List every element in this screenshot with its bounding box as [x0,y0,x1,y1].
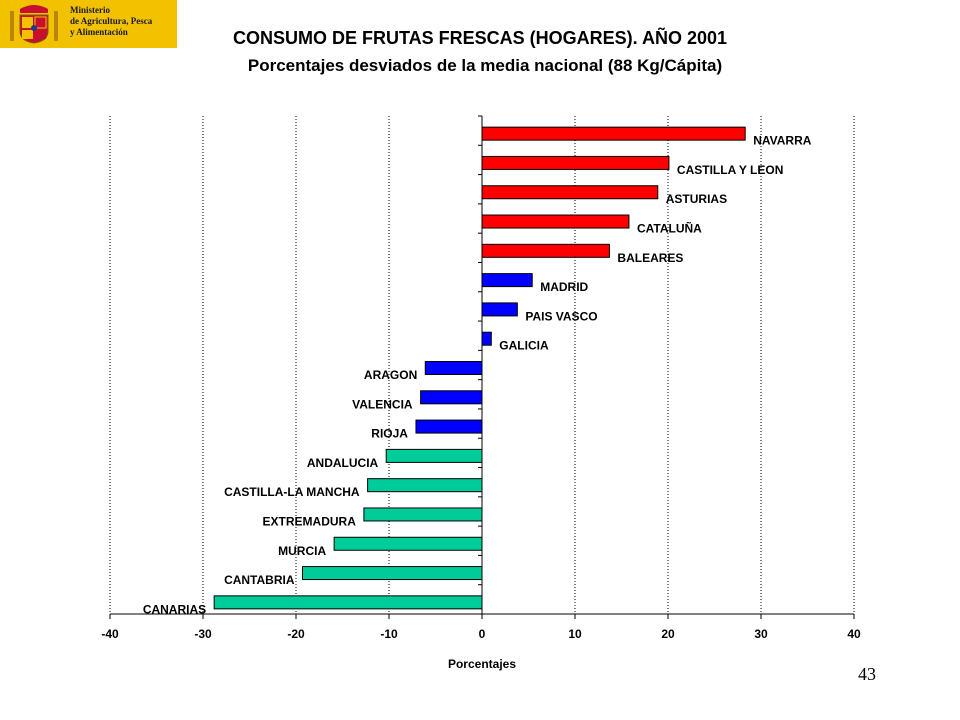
page-number: 43 [858,664,876,684]
bar [415,419,483,434]
chart-subtitle: Porcentajes desviados de la media nacion… [247,56,723,75]
x-tick-label: -20 [287,627,305,641]
bar-label: RIOJA [371,427,408,441]
bar-label: PAIS VASCO [525,309,597,323]
bar-label: BALEARES [617,251,683,265]
bar [333,536,483,551]
coat-of-arms-icon [10,5,58,44]
bar-label: MADRID [540,280,588,294]
bar-label: VALENCIA [352,397,413,411]
bar-label: MURCIA [278,544,326,558]
x-tick-label: -30 [194,627,212,641]
bar-label: CATALUÑA [637,221,702,236]
ministry-line-3: y Alimentación [70,27,128,37]
bar-label: CASTILLA-LA MANCHA [224,485,360,499]
x-tick-label: 20 [661,627,675,641]
bar [481,331,492,346]
x-tick-label: 0 [479,627,486,641]
bar-label: ANDALUCIA [307,456,379,470]
x-tick-label: -40 [101,627,119,641]
bar [481,214,630,229]
bar-label: GALICIA [499,339,549,353]
bar [302,566,483,581]
bar-label: CANTABRIA [224,573,295,587]
ministry-logo: Ministerio de Agricultura, Pesca y Alime… [0,0,177,48]
bar [481,155,670,170]
bar-label: ARAGON [364,368,417,382]
bar-label: EXTREMADURA [263,514,357,528]
bar [481,126,746,141]
x-tick-label: 10 [568,627,582,641]
bar [213,595,483,610]
bar [385,448,483,463]
bar [363,507,483,522]
bar-label: CASTILLA Y LEON [677,163,783,177]
ministry-name: Ministerio de Agricultura, Pesca y Alime… [70,5,175,38]
bar [481,185,659,200]
x-tick-label: -10 [380,627,398,641]
x-axis-title: Porcentajes [448,657,516,671]
x-tick-label: 30 [754,627,768,641]
bar [420,390,483,405]
bar-label: ASTURIAS [666,192,727,206]
ministry-line-1: Ministerio [70,5,110,15]
bar-label: CANARIAS [143,602,206,616]
bar [367,478,483,493]
ministry-line-2: de Agricultura, Pesca [70,16,153,26]
bar [481,243,610,258]
x-tick-label: 40 [847,627,861,641]
bar [424,361,483,375]
bar [481,273,533,288]
chart-title: CONSUMO DE FRUTAS FRESCAS (HOGARES). AÑO… [232,28,728,48]
bar [481,302,518,317]
bar-label: NAVARRA [753,134,812,148]
